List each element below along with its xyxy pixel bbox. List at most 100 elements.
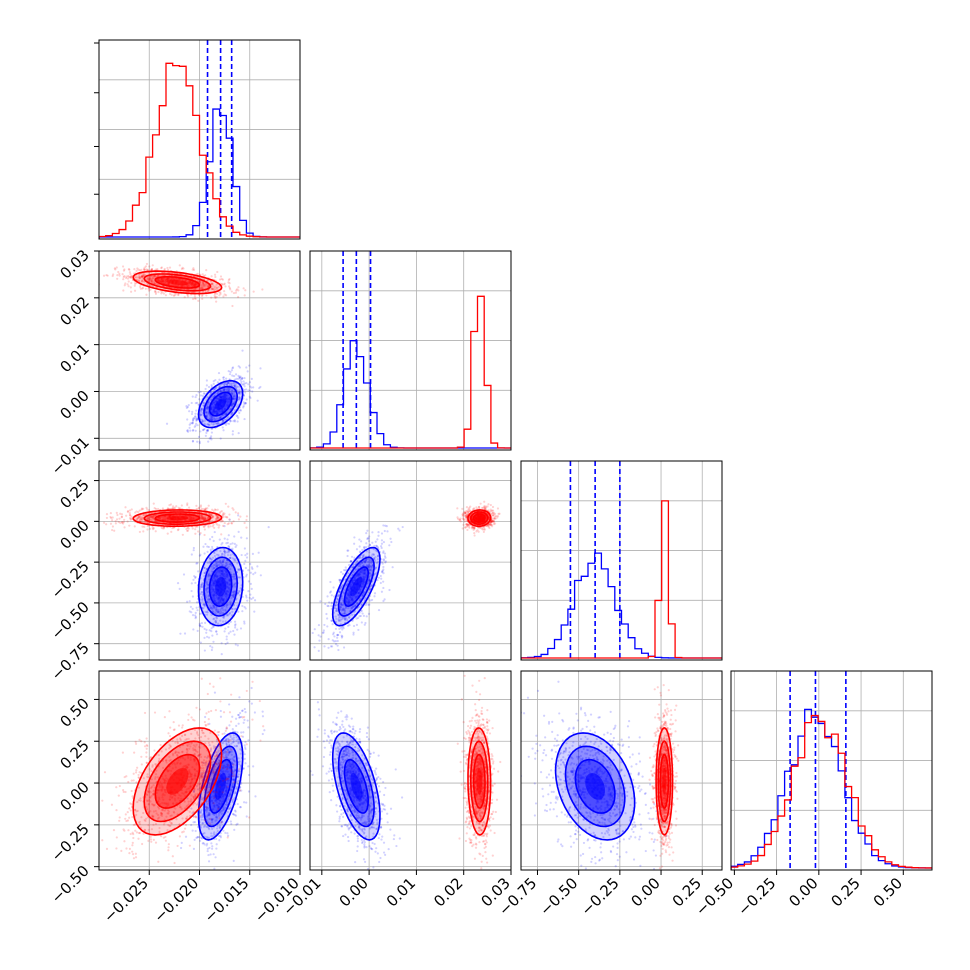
sample-point — [233, 557, 236, 561]
sample-point — [205, 589, 208, 592]
sample-point — [243, 562, 246, 565]
sample-point — [249, 396, 252, 400]
sample-point — [233, 590, 236, 593]
sample-point — [243, 417, 246, 421]
sample-point — [194, 576, 197, 579]
sample-point — [186, 600, 189, 603]
sample-point — [363, 546, 366, 549]
sample-point — [200, 413, 203, 417]
sample-point — [237, 365, 240, 368]
sample-point — [222, 569, 226, 572]
sample-point — [245, 596, 248, 599]
sample-point — [199, 505, 202, 508]
sample-point — [210, 558, 214, 561]
sample-point — [222, 512, 225, 515]
sample-point — [189, 282, 192, 285]
sample-point — [358, 615, 361, 618]
sample-point — [368, 544, 372, 547]
sample-point — [102, 274, 106, 277]
sample-point — [190, 517, 193, 520]
sample-point — [217, 597, 220, 600]
sample-point — [456, 507, 459, 510]
sample-point — [126, 277, 130, 280]
sample-point — [160, 280, 163, 283]
sample-point — [207, 526, 210, 529]
sample-point — [380, 561, 383, 564]
sample-point — [147, 518, 150, 521]
sample-point — [201, 420, 204, 423]
sample-point — [148, 518, 151, 521]
sample-point — [227, 586, 231, 589]
sample-point — [226, 400, 229, 403]
sample-point — [191, 281, 194, 285]
sample-point — [223, 630, 226, 633]
sample-point — [208, 560, 211, 563]
sample-point — [233, 384, 236, 388]
sample-point — [210, 588, 213, 591]
sample-point — [346, 624, 350, 627]
sample-point — [163, 280, 167, 283]
sample-point — [336, 636, 339, 639]
sample-point — [203, 603, 206, 606]
sample-point — [210, 296, 213, 299]
sample-point — [216, 392, 219, 395]
sample-point — [138, 530, 141, 534]
sample-point — [206, 429, 209, 432]
sample-point — [220, 533, 223, 536]
sample-point — [161, 507, 164, 510]
sample-point — [221, 572, 224, 575]
sample-point — [196, 609, 199, 612]
sample-point — [200, 585, 204, 589]
sample-point — [243, 620, 246, 623]
sample-point — [212, 604, 215, 608]
sample-point — [139, 518, 142, 521]
sample-point — [365, 575, 368, 578]
sample-point — [337, 648, 340, 652]
sample-point — [231, 367, 234, 370]
sample-point — [317, 634, 320, 637]
sample-point — [215, 571, 218, 574]
sample-point — [200, 584, 204, 587]
sample-point — [382, 524, 385, 527]
sample-point — [338, 578, 341, 581]
sample-point — [224, 572, 227, 576]
sample-point — [377, 531, 380, 534]
panel-frame — [98, 39, 301, 240]
sample-point — [384, 561, 387, 564]
sample-point — [231, 591, 235, 594]
sample-point — [213, 575, 217, 578]
sample-point — [200, 516, 203, 520]
sample-point — [213, 582, 216, 585]
sample-point — [219, 550, 222, 553]
sample-point — [122, 269, 126, 272]
sample-point — [361, 612, 364, 615]
sample-point — [234, 582, 237, 585]
sample-point — [140, 276, 143, 279]
sample-point — [228, 286, 231, 290]
sample-point — [164, 517, 167, 520]
sample-point — [343, 612, 346, 615]
sample-point — [228, 398, 231, 401]
sample-point — [233, 397, 236, 400]
sample-point — [194, 288, 197, 291]
sample-point — [138, 276, 141, 279]
sample-point — [356, 616, 360, 620]
sample-point — [142, 273, 145, 276]
sample-point — [217, 563, 221, 566]
sample-point — [226, 394, 229, 397]
sample-point — [221, 419, 225, 422]
sample-point — [190, 284, 193, 287]
sample-point — [222, 429, 225, 432]
sample-point — [123, 518, 126, 521]
sample-point — [238, 375, 241, 378]
sample-point — [313, 646, 316, 649]
sample-point — [329, 580, 332, 584]
sample-point — [232, 508, 235, 511]
sample-point — [344, 569, 347, 572]
sample-point — [350, 599, 353, 602]
sample-point — [206, 406, 209, 409]
sample-point — [224, 591, 227, 594]
sample-point — [160, 526, 163, 529]
sample-point — [226, 390, 229, 393]
sample-point — [201, 515, 204, 518]
